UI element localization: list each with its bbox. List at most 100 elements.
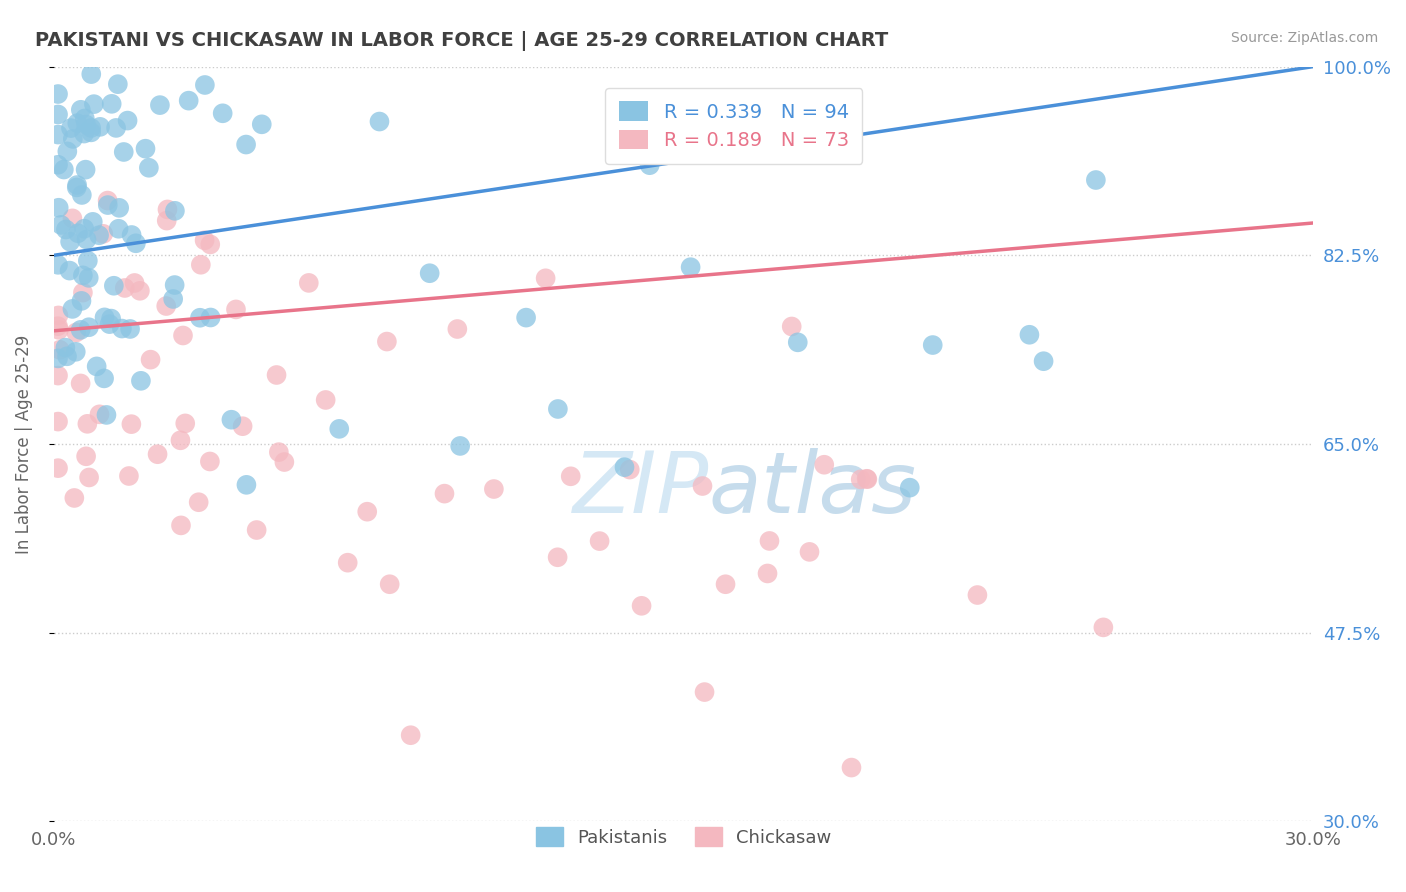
Point	[118, 469, 141, 483]
Point	[1092, 620, 1115, 634]
Point	[46, 258, 69, 272]
Point	[124, 276, 146, 290]
Point	[163, 278, 186, 293]
Point	[46, 319, 69, 334]
Point	[172, 328, 194, 343]
Point	[56, 349, 79, 363]
Point	[375, 334, 398, 349]
Point	[72, 285, 94, 300]
Point	[73, 221, 96, 235]
Point	[125, 236, 148, 251]
Point	[80, 67, 103, 81]
Point	[194, 233, 217, 247]
Point	[49, 343, 72, 357]
Point	[46, 415, 69, 429]
Point	[134, 142, 156, 156]
Point	[82, 215, 104, 229]
Point	[232, 419, 254, 434]
Point	[780, 319, 803, 334]
Point	[328, 422, 350, 436]
Point	[80, 120, 103, 135]
Point	[1084, 173, 1107, 187]
Point	[378, 577, 401, 591]
Point	[108, 201, 131, 215]
Point	[898, 481, 921, 495]
Point	[714, 577, 737, 591]
Point	[619, 462, 641, 476]
Point	[93, 371, 115, 385]
Point	[138, 161, 160, 175]
Point	[841, 761, 863, 775]
Point	[56, 145, 79, 159]
Point	[200, 310, 222, 325]
Point	[46, 368, 69, 383]
Point	[786, 335, 808, 350]
Point	[225, 302, 247, 317]
Point	[547, 550, 569, 565]
Point	[58, 263, 80, 277]
Point	[356, 505, 378, 519]
Point	[368, 114, 391, 128]
Point	[921, 338, 943, 352]
Point	[105, 120, 128, 135]
Point	[66, 226, 89, 240]
Point	[190, 258, 212, 272]
Point	[97, 194, 120, 208]
Point	[1032, 354, 1054, 368]
Point	[49, 218, 72, 232]
Point	[62, 132, 84, 146]
Point	[63, 491, 86, 505]
Point	[419, 266, 441, 280]
Point	[156, 213, 179, 227]
Point	[758, 533, 780, 548]
Point	[129, 374, 152, 388]
Point	[55, 222, 77, 236]
Point	[66, 178, 89, 192]
Point	[60, 211, 83, 226]
Point	[117, 113, 139, 128]
Point	[813, 458, 835, 472]
Point	[65, 344, 87, 359]
Text: ZIP: ZIP	[572, 448, 709, 531]
Point	[46, 87, 69, 101]
Point	[446, 322, 468, 336]
Point	[235, 137, 257, 152]
Point	[560, 469, 582, 483]
Point	[246, 523, 269, 537]
Point	[52, 162, 75, 177]
Point	[156, 202, 179, 217]
Point	[66, 180, 89, 194]
Point	[112, 145, 135, 159]
Point	[163, 203, 186, 218]
Point	[170, 518, 193, 533]
Point	[799, 545, 821, 559]
Point	[77, 320, 100, 334]
Point	[187, 495, 209, 509]
Point	[93, 310, 115, 325]
Point	[89, 120, 111, 134]
Point	[638, 158, 661, 172]
Point	[76, 417, 98, 431]
Point	[630, 599, 652, 613]
Point	[59, 121, 82, 136]
Legend: Pakistanis, Chickasaw: Pakistanis, Chickasaw	[529, 820, 838, 854]
Point	[111, 321, 134, 335]
Point	[169, 434, 191, 448]
Point	[69, 376, 91, 391]
Point	[69, 103, 91, 117]
Point	[91, 227, 114, 241]
Point	[107, 77, 129, 91]
Point	[100, 311, 122, 326]
Point	[235, 478, 257, 492]
Text: PAKISTANI VS CHICKASAW IN LABOR FORCE | AGE 25-29 CORRELATION CHART: PAKISTANI VS CHICKASAW IN LABOR FORCE | …	[35, 31, 889, 51]
Text: Source: ZipAtlas.com: Source: ZipAtlas.com	[1230, 31, 1378, 45]
Point	[86, 359, 108, 374]
Point	[59, 235, 82, 249]
Point	[211, 106, 233, 120]
Point	[107, 221, 129, 235]
Point	[146, 447, 169, 461]
Point	[65, 326, 87, 340]
Point	[547, 401, 569, 416]
Point	[174, 417, 197, 431]
Point	[120, 417, 142, 431]
